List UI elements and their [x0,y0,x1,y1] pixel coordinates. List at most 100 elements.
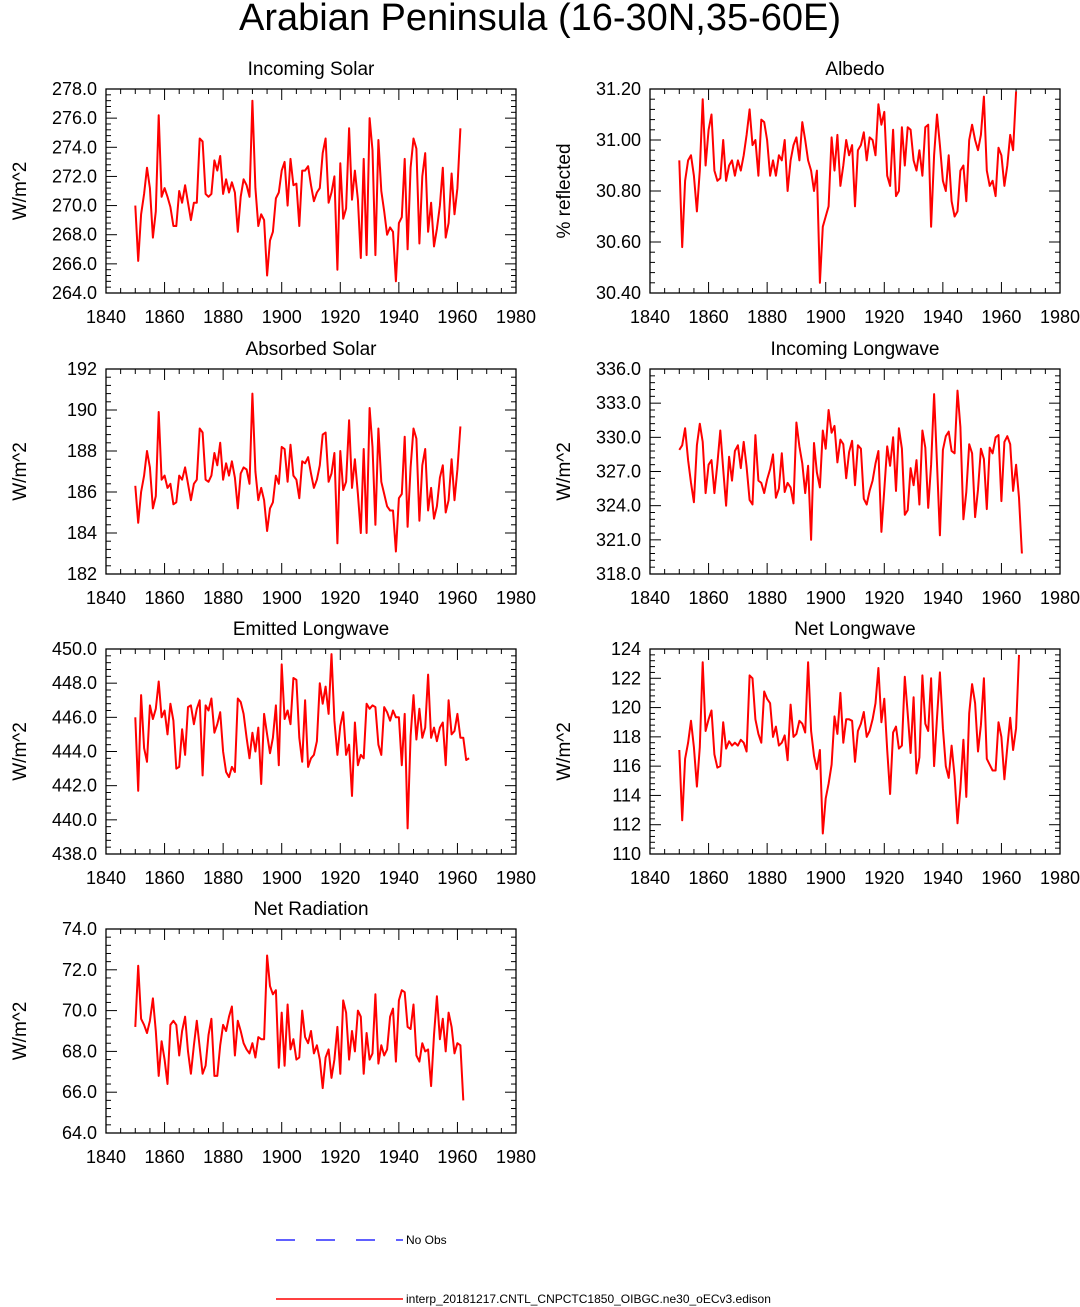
x-tick-label: 1840 [630,588,670,608]
y-tick-label: 31.20 [596,79,641,99]
panel-incoming-longwave: Incoming Longwave 1840 1860 1880 1900 1920 194… [554,339,1080,608]
y-tick-label: 30.40 [596,283,641,303]
y-tick-label: 120 [611,698,641,718]
series-line-model [134,653,470,830]
y-tick-label: 450.0 [52,639,97,659]
panel-title: Net Radiation [253,899,368,920]
legend-model-label: interp_20181217.CNTL_CNPCTC1850_OIBGC.ne… [406,1292,771,1306]
y-tick-label: 444.0 [52,742,97,762]
y-tick-label: 64.0 [62,1123,97,1143]
y-tick-label: 72.0 [62,960,97,980]
x-tick-label: 1960 [981,307,1021,327]
y-tick-label: 184 [67,523,97,543]
x-tick-label: 1880 [203,588,243,608]
y-tick-label: 264.0 [52,283,97,303]
x-tick-label: 1980 [1040,307,1080,327]
y-tick-label: 122 [611,668,641,688]
y-axis-label: W/m^2 [554,722,575,781]
x-tick-label: 1940 [379,868,419,888]
legend-no-obs-label: No Obs [406,1233,447,1247]
y-axis-label: W/m^2 [10,442,31,501]
y-tick-label: 448.0 [52,673,97,693]
x-tick-label: 1840 [86,588,126,608]
panel-title: Incoming Longwave [771,339,940,360]
x-tick-label: 1900 [262,1147,302,1167]
x-tick-label: 1920 [320,868,360,888]
x-tick-label: 1980 [1040,588,1080,608]
plot-frame [649,88,1061,294]
y-tick-label: 110 [612,844,641,864]
series-line-model [134,954,465,1101]
x-tick-label: 1980 [496,588,536,608]
series-line-model [134,392,462,553]
y-tick-label: 74.0 [62,919,97,939]
x-tick-label: 1880 [747,588,787,608]
series-line-model [678,91,1018,284]
y-tick-label: 114 [612,785,641,805]
x-tick-label: 1960 [981,868,1021,888]
series-line-model [678,389,1023,554]
x-tick-label: 1940 [923,868,963,888]
figure-title: Arabian Peninsula (16-30N,35-60E) [239,0,841,39]
x-tick-label: 1900 [262,868,302,888]
x-tick-label: 1860 [145,1147,185,1167]
x-tick-label: 1840 [630,307,670,327]
y-tick-label: 324.0 [596,496,641,516]
y-tick-label: 30.60 [596,232,641,252]
plot-frame [105,928,517,1134]
x-tick-label: 1860 [145,307,185,327]
panels: Incoming Solar 1840 1860 1880 1900 1920 1940 19… [10,59,1080,1167]
y-tick-label: 268.0 [52,225,97,245]
x-tick-label: 1920 [320,307,360,327]
x-tick-label: 1880 [747,868,787,888]
x-tick-label: 1880 [203,307,243,327]
x-tick-label: 1960 [437,1147,477,1167]
x-tick-label: 1900 [262,588,302,608]
x-tick-label: 1880 [203,1147,243,1167]
x-tick-label: 1860 [689,307,729,327]
y-tick-label: 68.0 [62,1041,97,1061]
x-tick-label: 1920 [320,1147,360,1167]
x-tick-label: 1900 [262,307,302,327]
x-tick-label: 1840 [86,868,126,888]
y-tick-label: 186 [67,482,97,502]
y-tick-label: 336.0 [596,359,641,379]
y-tick-label: 446.0 [52,707,97,727]
x-tick-label: 1920 [864,588,904,608]
plot-frame [649,648,1061,855]
y-axis-label: W/m^2 [10,722,31,781]
x-tick-label: 1960 [981,588,1021,608]
x-tick-label: 1980 [496,868,536,888]
y-tick-label: 31.00 [596,130,641,150]
plot-frame [649,368,1061,575]
x-tick-label: 1940 [379,307,419,327]
x-tick-label: 1960 [437,588,477,608]
panel-emitted-longwave: Emitted Longwave 1840 1860 1880 1900 1920 1940… [10,619,536,888]
panel-albedo: Albedo 1840 1860 1880 1900 1920 1940 1960 1980 30… [554,59,1080,327]
x-tick-label: 1940 [923,307,963,327]
panel-title: Incoming Solar [248,59,375,80]
y-tick-label: 438.0 [52,844,97,864]
y-tick-label: 188 [67,441,97,461]
y-tick-label: 274.0 [52,137,97,157]
plot-frame [105,648,517,855]
x-tick-label: 1980 [496,1147,536,1167]
x-tick-label: 1880 [747,307,787,327]
y-tick-label: 190 [67,400,97,420]
y-tick-label: 266.0 [52,254,97,274]
series-line-model [134,99,462,283]
series-line-model [678,654,1020,835]
y-tick-label: 442.0 [52,776,97,796]
panel-incoming-solar: Incoming Solar 1840 1860 1880 1900 1920 1940 19… [10,59,536,327]
legend: No Obs interp_20181217.CNTL_CNPCTC1850_O… [276,1233,771,1306]
y-axis-label: W/m^2 [10,162,31,221]
x-tick-label: 1920 [320,588,360,608]
y-tick-label: 112 [612,815,641,835]
x-tick-label: 1960 [437,307,477,327]
x-tick-label: 1960 [437,868,477,888]
y-tick-label: 318.0 [596,564,641,584]
y-tick-label: 118 [612,727,641,747]
x-tick-label: 1860 [689,588,729,608]
panel-title: Net Longwave [794,619,915,640]
